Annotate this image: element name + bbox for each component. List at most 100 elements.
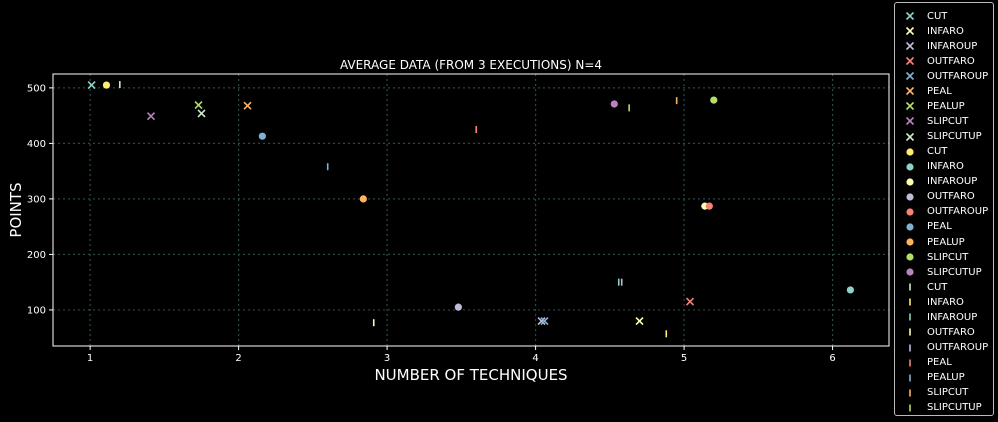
legend-label: OUTFAROUP bbox=[927, 70, 989, 82]
legend-marker-x-marker bbox=[905, 11, 915, 21]
legend: CUT INFARO INFAROUP OUTFARO OUTFAROUP PEAL PEA… bbox=[894, 2, 994, 416]
y-tick-label: 400 bbox=[27, 139, 46, 150]
legend-item: INFAROUP bbox=[899, 308, 977, 326]
y-tick-label: 300 bbox=[27, 194, 46, 205]
legend-item: CUT bbox=[899, 278, 947, 296]
legend-marker-shape bbox=[906, 208, 914, 216]
legend-item: INFARO bbox=[899, 158, 964, 176]
legend-item: PEALUP bbox=[899, 233, 965, 251]
legend-marker-shape bbox=[906, 148, 914, 156]
legend-marker-shape bbox=[906, 268, 914, 276]
data-point-x-marker bbox=[243, 101, 252, 110]
legend-label: SLIPCUT bbox=[927, 251, 969, 263]
legend-item: INFAROUP bbox=[899, 37, 977, 55]
legend-marker-shape bbox=[905, 26, 915, 36]
legend-label: PEAL bbox=[927, 221, 952, 233]
legend-marker-vline-marker bbox=[909, 404, 911, 412]
data-point-circle-marker bbox=[846, 286, 854, 294]
legend-label: SLIPCUT bbox=[927, 387, 969, 399]
y-axis-label: POINTS bbox=[7, 182, 25, 237]
legend-item: SLIPCUT bbox=[899, 384, 968, 402]
legend-item: PEALUP bbox=[899, 369, 965, 387]
legend-item: OUTFARO bbox=[899, 323, 975, 341]
legend-marker-circle-marker bbox=[906, 268, 914, 276]
legend-marker-circle-marker bbox=[906, 163, 914, 171]
legend-label: OUTFARO bbox=[927, 326, 975, 338]
legend-label: PEALUP bbox=[927, 372, 965, 384]
legend-marker-vline-marker bbox=[909, 298, 911, 306]
x-axis-label: NUMBER OF TECHNIQUES bbox=[374, 366, 567, 384]
x-tick-label: 5 bbox=[681, 353, 687, 364]
legend-marker-circle-marker bbox=[906, 238, 914, 246]
legend-item: SLIPCUTUP bbox=[899, 399, 982, 417]
legend-marker-vline-marker bbox=[909, 389, 911, 397]
legend-marker-shape bbox=[906, 178, 914, 186]
legend-label: OUTFARO bbox=[927, 191, 975, 203]
legend-item: OUTFAROUP bbox=[899, 203, 988, 221]
legend-label: OUTFAROUP bbox=[927, 206, 989, 218]
legend-marker-vline-marker bbox=[909, 359, 911, 367]
legend-label: INFAROUP bbox=[927, 176, 978, 188]
legend-item: INFARO bbox=[899, 293, 964, 311]
legend-marker-circle-marker bbox=[906, 178, 914, 186]
legend-marker-shape bbox=[905, 42, 915, 51]
legend-item: INFARO bbox=[899, 22, 964, 40]
legend-item: CUT bbox=[899, 143, 947, 161]
legend-marker-vline-marker bbox=[909, 344, 911, 352]
legend-marker-circle-marker bbox=[906, 253, 914, 261]
legend-marker-shape bbox=[905, 11, 915, 21]
y-tick-label: 200 bbox=[27, 250, 46, 261]
legend-item: SLIPCUTUP bbox=[899, 263, 982, 281]
legend-item: SLIPCUT bbox=[899, 248, 968, 266]
legend-label: CUT bbox=[927, 10, 948, 22]
legend-marker-x-marker bbox=[905, 72, 915, 81]
legend-marker-shape bbox=[905, 102, 915, 111]
legend-marker-shape bbox=[906, 253, 914, 261]
legend-item: INFAROUP bbox=[899, 173, 977, 191]
legend-item: OUTFARO bbox=[899, 188, 975, 206]
legend-marker-vline-marker bbox=[909, 328, 911, 336]
legend-marker-circle-marker bbox=[906, 208, 914, 216]
axis-ticks: 1 2 3 4 5 6 100 200 300 400 500 bbox=[27, 83, 836, 364]
y-tick-label: 100 bbox=[27, 305, 46, 316]
legend-item: CUT bbox=[899, 7, 947, 25]
legend-label: OUTFAROUP bbox=[927, 342, 989, 354]
data-point-x-marker bbox=[87, 81, 96, 90]
legend-marker-x-marker bbox=[905, 57, 915, 66]
legend-label: PEALUP bbox=[927, 100, 965, 112]
plot-area-frame bbox=[52, 73, 890, 347]
data-point-circle-marker bbox=[359, 195, 367, 203]
legend-label: INFAROUP bbox=[927, 311, 978, 323]
legend-label: PEAL bbox=[927, 357, 952, 369]
legend-marker-shape bbox=[905, 132, 915, 141]
legend-marker-vline-marker bbox=[909, 374, 911, 382]
legend-label: PEAL bbox=[927, 85, 952, 97]
data-point-circle-marker bbox=[710, 96, 718, 104]
legend-item: OUTFAROUP bbox=[899, 339, 988, 357]
grid-lines bbox=[53, 74, 889, 346]
legend-label: INFARO bbox=[927, 161, 964, 173]
data-point-x-marker bbox=[194, 101, 203, 110]
legend-marker-x-marker bbox=[905, 87, 915, 96]
legend-marker-x-marker bbox=[905, 26, 915, 36]
data-point-circle-marker bbox=[102, 81, 111, 89]
legend-marker-shape bbox=[905, 57, 915, 66]
data-point-x-marker bbox=[635, 316, 644, 326]
legend-label: CUT bbox=[927, 281, 948, 293]
x-tick-label: 1 bbox=[87, 353, 93, 364]
legend-item: SLIPCUTUP bbox=[899, 128, 982, 146]
legend-marker-x-marker bbox=[905, 42, 915, 51]
legend-marker-shape bbox=[905, 117, 915, 126]
data-point-circle-marker bbox=[610, 100, 618, 108]
x-tick-label: 6 bbox=[829, 353, 835, 364]
legend-item: PEAL bbox=[899, 218, 952, 236]
legend-item: PEALUP bbox=[899, 97, 965, 115]
legend-label: CUT bbox=[927, 146, 948, 158]
data-points bbox=[87, 81, 854, 338]
legend-marker-shape bbox=[905, 72, 915, 81]
legend-item: SLIPCUT bbox=[899, 112, 968, 130]
legend-label: INFARO bbox=[927, 25, 964, 37]
data-point-x-marker bbox=[685, 297, 695, 306]
legend-item: OUTFARO bbox=[899, 52, 975, 70]
